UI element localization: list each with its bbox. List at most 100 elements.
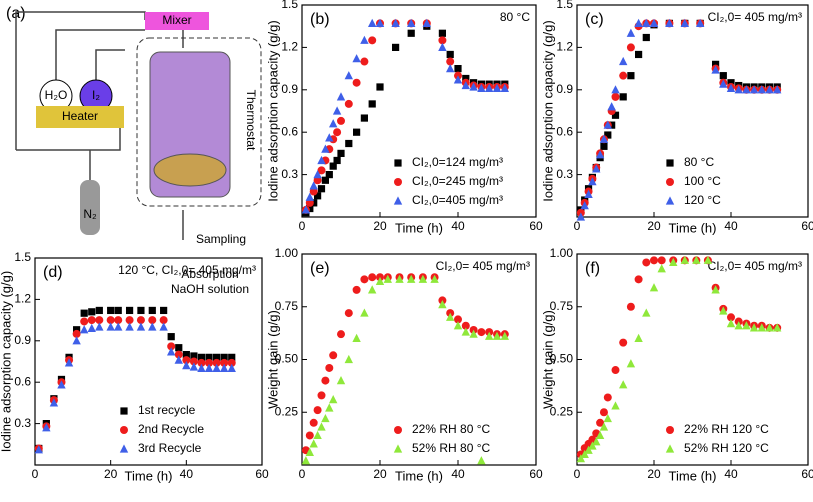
legend-marker <box>666 178 674 186</box>
legend-marker <box>393 196 403 205</box>
y-tick-label: 0.3 <box>281 167 298 181</box>
point <box>344 309 353 318</box>
y-tick-label: 0.9 <box>14 333 31 347</box>
point <box>125 322 134 331</box>
point <box>317 391 326 400</box>
point <box>345 139 353 148</box>
point <box>461 327 470 336</box>
legend-marker <box>120 426 128 434</box>
point <box>344 71 353 80</box>
point <box>368 285 377 294</box>
point <box>301 456 311 465</box>
point <box>313 176 322 185</box>
point <box>305 192 314 201</box>
legend-label: CI₂,0=405 mg/m³ <box>412 193 503 207</box>
point <box>42 423 51 432</box>
point <box>175 344 183 352</box>
plot-frame <box>301 4 537 218</box>
point <box>600 142 608 150</box>
point <box>368 273 377 282</box>
pipe <box>55 29 145 80</box>
point <box>114 316 123 325</box>
x-tick-label: 20 <box>647 219 661 233</box>
point <box>650 256 658 265</box>
point <box>669 257 678 267</box>
point <box>227 358 236 367</box>
legend-label: 52% RH 120 °C <box>684 441 769 455</box>
point <box>87 323 96 332</box>
point <box>430 274 439 283</box>
x-axis-label: Time (h) <box>395 468 443 483</box>
point <box>711 285 720 294</box>
point <box>333 128 342 137</box>
point <box>336 376 346 385</box>
point <box>446 50 454 59</box>
point <box>88 308 96 316</box>
legend-label: 2nd Recycle <box>138 422 204 436</box>
x-tick-label: 40 <box>451 219 465 233</box>
point <box>603 413 612 423</box>
point <box>634 333 643 342</box>
point <box>727 79 735 87</box>
legend-marker <box>120 407 128 415</box>
chart-title: 80 °C <box>500 10 530 24</box>
y-tick-label: 1.5 <box>281 0 298 11</box>
chart-panel: 0.25 0.50 0.75 1.00 0 20 40 60 Time (h) Weight ga… <box>540 246 813 483</box>
point <box>469 82 478 91</box>
point <box>313 430 322 440</box>
point <box>438 29 446 37</box>
y-tick-label: 0.3 <box>556 167 573 181</box>
y-tick-label: 0.25 <box>550 404 574 418</box>
point <box>49 398 59 407</box>
point <box>461 321 470 330</box>
mixer-label: Mixer <box>162 13 191 27</box>
point <box>749 323 759 332</box>
point <box>438 300 447 309</box>
point <box>626 302 635 311</box>
y-tick-label: 0.50 <box>275 352 299 366</box>
chart-panel: 0.3 0.6 0.9 1.2 1.5 0 20 40 60 Time (h) Iodine ads… <box>0 250 269 483</box>
point <box>309 181 318 190</box>
point <box>125 316 134 325</box>
point <box>212 363 221 372</box>
point <box>588 441 597 450</box>
point <box>680 18 689 27</box>
point <box>462 74 470 83</box>
point <box>306 204 314 213</box>
x-tick-label: 60 <box>529 219 543 233</box>
point <box>205 353 213 361</box>
point <box>106 316 115 325</box>
point <box>626 28 636 37</box>
point <box>438 42 447 51</box>
x-axis-label: Time (h) <box>669 220 717 235</box>
point <box>719 72 727 80</box>
point <box>599 134 609 143</box>
point <box>219 363 229 372</box>
point <box>309 418 318 427</box>
point <box>711 65 720 74</box>
point <box>360 275 369 284</box>
point <box>642 18 651 27</box>
point <box>189 357 198 366</box>
x-axis-label: Time (h) <box>395 220 443 235</box>
point <box>368 18 377 27</box>
point <box>174 350 183 359</box>
point <box>314 192 322 200</box>
point <box>603 120 612 129</box>
point <box>325 171 333 179</box>
point <box>317 155 326 165</box>
h2o-label: H₂O <box>45 88 68 102</box>
point <box>719 306 728 315</box>
x-tick-label: 20 <box>373 467 387 481</box>
point <box>477 456 486 465</box>
point <box>588 177 597 186</box>
naoh-label: NaOH solution <box>171 282 249 296</box>
point <box>626 43 635 52</box>
point <box>453 321 463 330</box>
point <box>368 100 376 108</box>
y-tick-label: 1.2 <box>14 292 31 306</box>
point <box>182 361 191 370</box>
point <box>592 164 601 173</box>
point <box>627 72 635 80</box>
